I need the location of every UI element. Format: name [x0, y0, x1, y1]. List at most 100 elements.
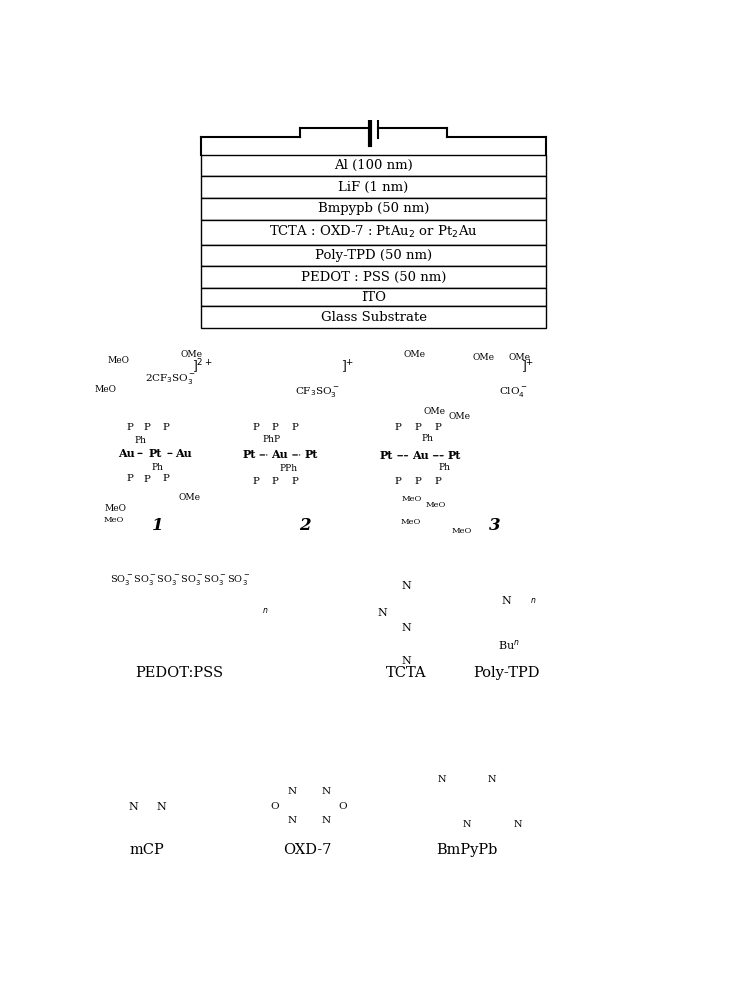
Text: P: P [163, 423, 170, 432]
Text: P: P [271, 423, 278, 432]
Text: P: P [291, 423, 298, 432]
Text: P: P [414, 477, 421, 486]
Text: MeO: MeO [104, 516, 124, 524]
Text: Pt: Pt [448, 450, 461, 461]
Text: MeO: MeO [401, 495, 421, 503]
Text: P: P [271, 477, 278, 486]
Text: Pt: Pt [148, 448, 162, 459]
Text: PEDOT:PSS: PEDOT:PSS [135, 666, 223, 680]
Text: SO$_3^-$SO$_3^-$SO$_3^-$SO$_3^-$SO$_3^-$SO$_3^-$: SO$_3^-$SO$_3^-$SO$_3^-$SO$_3^-$SO$_3^-$… [109, 573, 250, 587]
Text: CF$_3$SO$_3^-$: CF$_3$SO$_3^-$ [295, 385, 340, 399]
Text: P: P [394, 423, 402, 432]
Text: O: O [338, 802, 347, 811]
Text: TCTA : OXD-7 : PtAu$_2$ or Pt$_2$Au: TCTA : OXD-7 : PtAu$_2$ or Pt$_2$Au [269, 224, 478, 240]
Text: N: N [321, 816, 330, 825]
Text: MeO: MeO [401, 518, 421, 526]
Text: 1: 1 [152, 517, 163, 534]
Bar [201, 266, 546, 288]
Text: Pt: Pt [304, 449, 318, 460]
Text: $_n$: $_n$ [262, 606, 269, 616]
Text: Au: Au [118, 448, 135, 459]
Text: N: N [157, 802, 167, 812]
Bar [201, 288, 546, 306]
Text: P: P [143, 475, 150, 484]
Text: $\mathregular{]}^{2+}$: $\mathregular{]}^{2+}$ [192, 357, 212, 376]
Text: Au: Au [271, 449, 288, 460]
Text: P: P [163, 474, 170, 483]
Text: MeO: MeO [105, 504, 127, 513]
Bar [201, 306, 546, 328]
Text: MeO: MeO [451, 527, 472, 535]
Bar [201, 176, 546, 198]
Text: MeO: MeO [426, 501, 446, 509]
Text: OMe: OMe [181, 350, 203, 359]
Text: Ph: Ph [421, 434, 433, 443]
Text: Bmpypb (50 nm): Bmpypb (50 nm) [318, 202, 429, 215]
Text: P: P [143, 423, 150, 432]
Bar [201, 220, 546, 245]
Text: P: P [253, 423, 260, 432]
Text: $_n$: $_n$ [530, 596, 537, 606]
Text: N: N [437, 775, 445, 784]
Bar [201, 155, 546, 176]
Text: BmPyPb: BmPyPb [437, 843, 498, 857]
Text: P: P [126, 474, 133, 483]
Text: O: O [270, 802, 279, 811]
Text: N: N [377, 608, 387, 618]
Text: Glass Substrate: Glass Substrate [321, 311, 426, 324]
Text: mCP: mCP [129, 843, 164, 857]
Text: $\mathregular{]}^{+}$: $\mathregular{]}^{+}$ [341, 359, 354, 376]
Text: OMe: OMe [179, 493, 201, 502]
Text: P: P [414, 423, 421, 432]
Text: PEDOT : PSS (50 nm): PEDOT : PSS (50 nm) [301, 271, 446, 284]
Text: Ph: Ph [135, 436, 147, 445]
Text: P: P [434, 423, 441, 432]
Text: N: N [402, 581, 411, 591]
Text: Poly-TPD (50 nm): Poly-TPD (50 nm) [315, 249, 432, 262]
Text: N: N [513, 820, 522, 829]
Text: OMe: OMe [403, 350, 425, 359]
Text: P: P [291, 477, 298, 486]
Text: Au: Au [175, 448, 192, 459]
Text: N: N [402, 623, 411, 633]
Text: N: N [402, 656, 411, 666]
Text: P: P [394, 477, 402, 486]
Text: Ph: Ph [152, 463, 164, 472]
Text: N: N [321, 787, 330, 796]
Text: OMe: OMe [473, 353, 495, 362]
Bar [201, 245, 546, 266]
Text: MeO: MeO [107, 356, 129, 365]
Text: LiF (1 nm): LiF (1 nm) [338, 181, 409, 194]
Text: ClO$_4^-$: ClO$_4^-$ [499, 385, 528, 399]
Text: OXD-7: OXD-7 [283, 843, 331, 857]
Text: TCTA: TCTA [386, 666, 426, 680]
Bar [201, 198, 546, 220]
Text: N: N [287, 816, 296, 825]
Text: Pt: Pt [380, 450, 393, 461]
Text: Au: Au [412, 450, 429, 461]
Text: OMe: OMe [508, 353, 531, 362]
Text: N: N [488, 775, 496, 784]
Text: $\mathregular{]}^{+}$: $\mathregular{]}^{+}$ [521, 359, 534, 376]
Text: N: N [463, 820, 471, 829]
Text: Pt: Pt [242, 449, 255, 460]
Text: P: P [253, 477, 260, 486]
Text: Poly-TPD: Poly-TPD [473, 666, 539, 680]
Text: PhP: PhP [263, 435, 281, 444]
Text: MeO: MeO [94, 385, 116, 394]
Text: P: P [434, 477, 441, 486]
Text: OMe: OMe [424, 407, 445, 416]
Text: P: P [126, 424, 133, 432]
Text: 3: 3 [489, 517, 501, 534]
Text: Al (100 nm): Al (100 nm) [334, 159, 413, 172]
Text: N: N [502, 596, 511, 606]
Text: 2CF$_3$SO$_3^-$: 2CF$_3$SO$_3^-$ [144, 372, 196, 386]
Text: 2: 2 [299, 517, 311, 534]
Text: Bu$^n$: Bu$^n$ [499, 638, 520, 652]
Text: N: N [128, 802, 139, 812]
Text: N: N [287, 787, 296, 796]
Text: PPh: PPh [280, 464, 298, 473]
Text: OMe: OMe [448, 412, 470, 421]
Text: ITO: ITO [361, 291, 386, 304]
Text: Ph: Ph [439, 463, 451, 472]
